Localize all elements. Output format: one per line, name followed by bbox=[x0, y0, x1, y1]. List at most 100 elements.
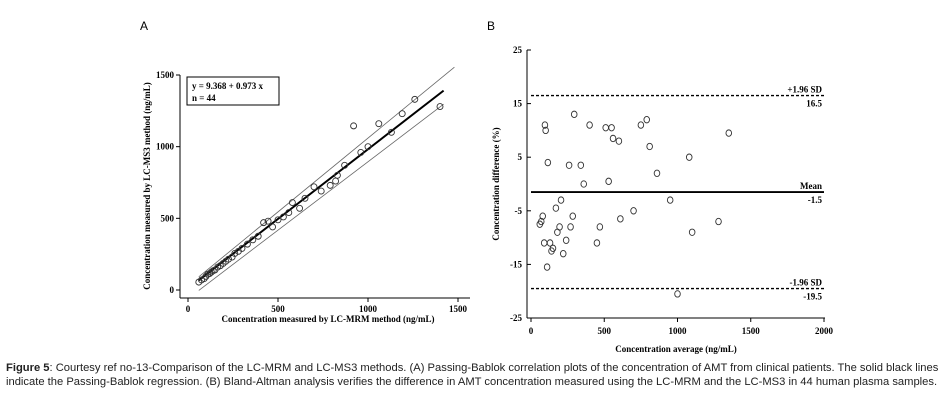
panel-b-data-point bbox=[586, 121, 593, 129]
panel-b-data-point bbox=[544, 158, 552, 167]
panel-b-y-tick-label: -5 bbox=[515, 206, 523, 216]
panel-a-x-label: Concentration measured by LC-MRM method … bbox=[221, 314, 434, 324]
panel-b-x-label: Concentration average (ng/mL) bbox=[615, 344, 736, 354]
panel-b-y-tick-label: 25 bbox=[513, 45, 523, 55]
panel-a-data-point bbox=[332, 177, 340, 185]
panel-b-data-point bbox=[570, 110, 578, 118]
panel-a-data-point bbox=[260, 219, 268, 227]
panel-a-data-point bbox=[317, 187, 325, 195]
panel-b-data-point bbox=[609, 134, 617, 143]
panel-b-y-tick-label: 15 bbox=[513, 99, 523, 109]
panel-a-x-tick-label: 1500 bbox=[449, 304, 468, 314]
panel-a-data-point bbox=[387, 128, 395, 136]
panel-a-label: A bbox=[140, 19, 148, 33]
panel-a-ticks: 0 500 1000 1500 0 500 1000 1500 bbox=[156, 70, 468, 314]
panel-b-ticks: 0 500 1000 1500 2000 -25 -15 -5 5 15 25 bbox=[510, 45, 834, 336]
panel-b-label: B bbox=[487, 19, 495, 33]
panel-b-data-point bbox=[540, 239, 548, 247]
panel-b-x-tick-label: 1000 bbox=[669, 326, 688, 336]
panel-b-data-point bbox=[546, 239, 554, 247]
panel-a-data-point bbox=[364, 143, 372, 151]
panel-b-x-tick-label: 1500 bbox=[742, 326, 761, 336]
reference-label-1-96-sd: +1.96 SD bbox=[787, 85, 822, 95]
panel-b-data-point bbox=[541, 121, 549, 129]
panel-a-data-point bbox=[375, 120, 383, 128]
panel-a-y-tick-label: 500 bbox=[161, 213, 175, 223]
panel-b-data-point bbox=[688, 228, 696, 236]
panel-a-x-tick-label: 0 bbox=[186, 304, 191, 314]
panel-b-data-point bbox=[552, 204, 560, 212]
panel-b-points bbox=[536, 110, 733, 298]
panel-b-data-point bbox=[643, 116, 650, 124]
figure-canvas: A B 0 500 1000 1500 0 500 1000 1500 y = 9.368 +… bbox=[140, 19, 834, 354]
panel-b-x-tick-label: 2000 bbox=[815, 326, 834, 336]
regression-equation: y = 9.368 + 0.973 x bbox=[192, 81, 264, 91]
panel-b-data-point bbox=[685, 153, 693, 161]
panel-b-y-tick-label: 5 bbox=[518, 152, 523, 162]
panel-b-data-point bbox=[715, 217, 722, 226]
panel-b-data-point bbox=[557, 196, 565, 204]
panel-b-data-point bbox=[567, 223, 574, 231]
caption-lead: Figure 5 bbox=[6, 362, 50, 374]
panel-b-data-point bbox=[577, 161, 585, 169]
panel-b-data-point bbox=[602, 124, 609, 132]
panel-a-y-tick-label: 1000 bbox=[156, 142, 175, 152]
panel-b-data-point bbox=[569, 212, 577, 220]
panel-b-data-point bbox=[538, 217, 545, 226]
panel-b-x-tick-label: 500 bbox=[598, 326, 612, 336]
panel-a-data-point bbox=[310, 183, 318, 191]
panel-b-data-point bbox=[646, 142, 653, 151]
panel-b-data-point bbox=[562, 236, 570, 244]
annotation-frame bbox=[186, 76, 280, 106]
caption-text: : Courtesy ref no-13-Comparison of the L… bbox=[6, 362, 939, 388]
panel-b-data-point bbox=[559, 250, 567, 258]
panel-a-data-point bbox=[350, 122, 358, 130]
panel-b-data-point bbox=[674, 290, 681, 298]
panel-a-x-tick-label: 1000 bbox=[359, 304, 378, 314]
panel-a-annotation-box: y = 9.368 + 0.973 x n = 44 bbox=[186, 76, 280, 106]
panel-a-data-point bbox=[238, 244, 246, 252]
panel-a-data-point bbox=[225, 255, 232, 263]
reference-value-1-96-sd: 16.5 bbox=[806, 99, 822, 109]
panel-b-data-point bbox=[542, 126, 549, 135]
panel-a-data-point bbox=[264, 217, 272, 225]
panel-a-data-point bbox=[274, 216, 282, 224]
panel-b-data-point bbox=[615, 137, 623, 145]
panel-b-data-point bbox=[637, 121, 645, 129]
panel-a-data-point bbox=[249, 236, 257, 244]
panel-a-data-point bbox=[326, 181, 334, 189]
panel-a-lower-bound-line bbox=[198, 103, 444, 291]
panel-b-data-point bbox=[580, 180, 587, 188]
panel-a-data-point bbox=[207, 268, 215, 276]
panel-a-data-point bbox=[301, 194, 309, 202]
panel-b-data-point bbox=[666, 196, 674, 204]
panel-a-data-point bbox=[285, 209, 293, 217]
panel-b-x-tick-label: 0 bbox=[529, 326, 534, 336]
panel-a-data-point bbox=[254, 232, 262, 240]
panel-a-data-point bbox=[288, 199, 296, 207]
panel-a-data-point bbox=[279, 213, 287, 221]
panel-b-data-point bbox=[556, 223, 563, 231]
reference-value-mean: -1.5 bbox=[808, 195, 823, 205]
panel-a-y-tick-label: 0 bbox=[170, 285, 175, 295]
panel-a-axes bbox=[179, 75, 470, 299]
panel-b-data-point bbox=[725, 129, 733, 137]
panel-b-data-point bbox=[653, 169, 661, 177]
panel-a-data-point bbox=[398, 110, 406, 118]
panel-a-data-point bbox=[296, 204, 304, 212]
panel-b-data-point bbox=[630, 207, 637, 215]
panel-a-data-point bbox=[357, 148, 365, 156]
panel-a-data-point bbox=[243, 240, 251, 248]
reference-label-mean: Mean bbox=[800, 181, 822, 191]
panel-b-data-point bbox=[593, 239, 601, 247]
panel-a-points bbox=[195, 95, 444, 286]
panel-a-data-point bbox=[231, 249, 239, 257]
panel-a-data-point bbox=[341, 161, 349, 169]
panel-b-data-point bbox=[543, 263, 551, 271]
panel-b-data-point bbox=[549, 244, 557, 252]
panel-b-axes bbox=[526, 50, 825, 319]
panel-b-data-point bbox=[617, 215, 624, 223]
panel-a-data-point bbox=[411, 95, 419, 103]
panel-b-data-point bbox=[608, 124, 615, 132]
panel-b-y-label: Concentration difference (%) bbox=[491, 127, 501, 240]
